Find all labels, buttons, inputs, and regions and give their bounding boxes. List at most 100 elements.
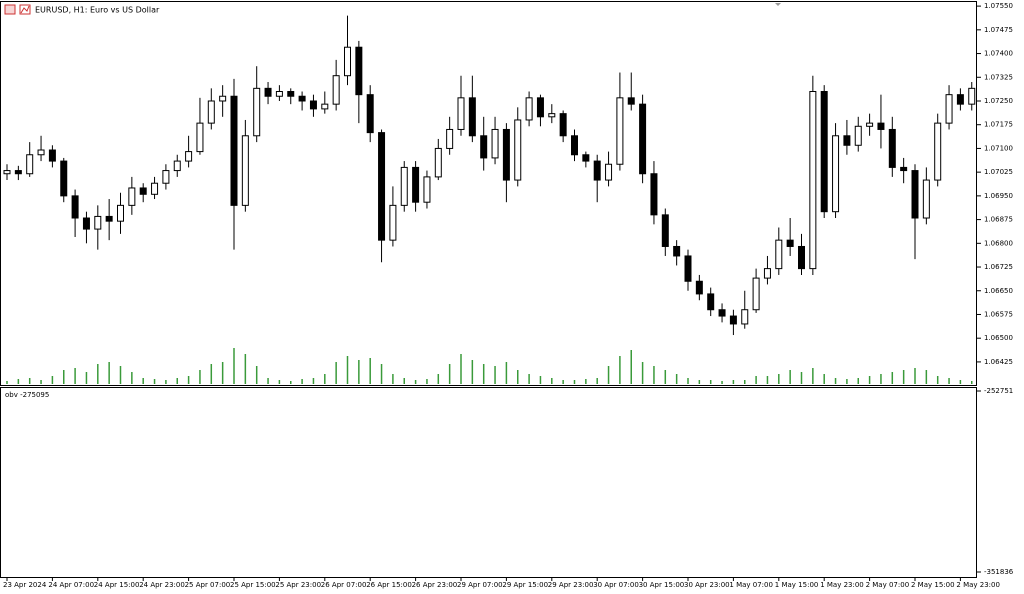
x-tick-label: 29 Apr 23:00 xyxy=(548,581,594,589)
y-tick-label: 1.07100 xyxy=(984,144,1013,152)
candle-body xyxy=(684,255,692,282)
candle-body xyxy=(832,135,840,213)
candle-body xyxy=(139,187,147,195)
y-tick-label: 1.06650 xyxy=(984,287,1013,295)
candle-body xyxy=(82,217,90,230)
candle-body xyxy=(400,166,408,206)
candle-body xyxy=(866,122,874,127)
candle-body xyxy=(3,170,11,175)
y-tick-label: 1.06800 xyxy=(984,239,1013,247)
y-tick-label: -252751 xyxy=(984,387,1013,395)
chart-title: EURUSD, H1: Euro vs US Dollar xyxy=(35,6,160,15)
candle-body xyxy=(571,135,578,156)
candle-body xyxy=(196,122,204,153)
candle-body xyxy=(536,97,544,118)
candle-body xyxy=(37,149,45,156)
y-tick-label: 1.06425 xyxy=(984,358,1013,366)
candle-body xyxy=(729,315,737,325)
x-tick-label: 24 Apr 15:00 xyxy=(94,581,140,589)
x-tick-label: 26 Apr 15:00 xyxy=(366,581,412,589)
candle-body xyxy=(809,91,817,270)
candle-body xyxy=(786,239,794,247)
candle-body xyxy=(173,160,181,172)
x-tick-label: 30 Apr 07:00 xyxy=(593,581,639,589)
candle-body xyxy=(605,163,613,181)
candle-body xyxy=(60,160,68,197)
y-tick-label: 1.06725 xyxy=(984,263,1013,271)
candle-body xyxy=(446,128,454,149)
y-tick-label: -351836 xyxy=(984,568,1014,576)
candle-body xyxy=(968,87,976,105)
candle-body xyxy=(763,268,771,279)
candle-body xyxy=(707,293,715,311)
y-tick-label: 1.07175 xyxy=(984,121,1013,129)
candle-body xyxy=(185,151,193,162)
x-tick-label: 1 May 15:00 xyxy=(775,581,819,589)
candle-body xyxy=(117,204,124,222)
indicator-title: obv -275095 xyxy=(5,391,49,399)
candle-body xyxy=(207,100,215,124)
candle-body xyxy=(900,166,908,172)
candle-body xyxy=(105,215,113,222)
x-tick-label: 24 Apr 23:00 xyxy=(139,581,185,589)
candle-body xyxy=(752,277,760,311)
candle-body xyxy=(718,309,726,317)
candle-body xyxy=(389,204,397,241)
x-tick-label: 30 Apr 15:00 xyxy=(639,581,685,589)
candle-body xyxy=(366,94,374,134)
candle-body xyxy=(26,154,34,175)
y-tick-label: 1.06950 xyxy=(984,192,1013,200)
x-tick-label: 25 Apr 15:00 xyxy=(230,581,276,589)
candle-body xyxy=(162,170,170,184)
candle-body xyxy=(877,122,885,130)
x-tick-label: 1 May 23:00 xyxy=(820,581,864,589)
candle-body xyxy=(423,176,431,203)
candle-body xyxy=(525,97,533,121)
candle-body xyxy=(434,147,442,178)
candle-body xyxy=(945,94,953,124)
candle-body xyxy=(934,122,942,181)
candle-body xyxy=(468,97,476,137)
candle-body xyxy=(14,170,22,175)
candle-body xyxy=(378,132,386,241)
candle-body xyxy=(253,87,261,137)
candle-body xyxy=(559,113,567,137)
main-panel-frame xyxy=(0,1,977,386)
y-tick-label: 1.07325 xyxy=(984,73,1013,81)
y-tick-label: 1.06575 xyxy=(984,310,1013,318)
y-tick-label: 1.07400 xyxy=(984,50,1013,58)
candle-body xyxy=(661,214,669,247)
candle-body xyxy=(457,97,465,130)
candle-body xyxy=(321,103,329,110)
x-tick-label: 2 May 23:00 xyxy=(956,581,1000,589)
candle-body xyxy=(514,119,522,181)
candle-body xyxy=(241,135,249,206)
indicator-panel-frame xyxy=(0,387,977,578)
candle-body xyxy=(151,182,159,195)
y-tick-label: 1.06500 xyxy=(984,334,1013,342)
candle-body xyxy=(639,103,647,175)
candle-body xyxy=(775,239,783,270)
candle-body xyxy=(798,245,805,270)
x-tick-label: 24 Apr 07:00 xyxy=(48,581,94,589)
candle-body xyxy=(922,179,930,219)
candle-body xyxy=(355,46,363,96)
candle-body xyxy=(741,309,749,325)
candle-body xyxy=(230,95,238,206)
candle-body xyxy=(627,97,635,105)
candle-body xyxy=(650,173,658,216)
x-tick-label: 29 Apr 07:00 xyxy=(457,581,503,589)
candle-body xyxy=(48,149,56,162)
candle-body xyxy=(287,91,295,97)
candle-body xyxy=(502,128,510,181)
candle-body xyxy=(491,128,499,159)
candle-body xyxy=(888,128,896,168)
y-tick-label: 1.07550 xyxy=(984,2,1013,10)
candle-body xyxy=(128,187,136,206)
x-tick-label: 1 May 07:00 xyxy=(729,581,773,589)
candle-body xyxy=(219,95,227,102)
candle-body xyxy=(854,125,862,146)
candle-body xyxy=(956,94,964,105)
